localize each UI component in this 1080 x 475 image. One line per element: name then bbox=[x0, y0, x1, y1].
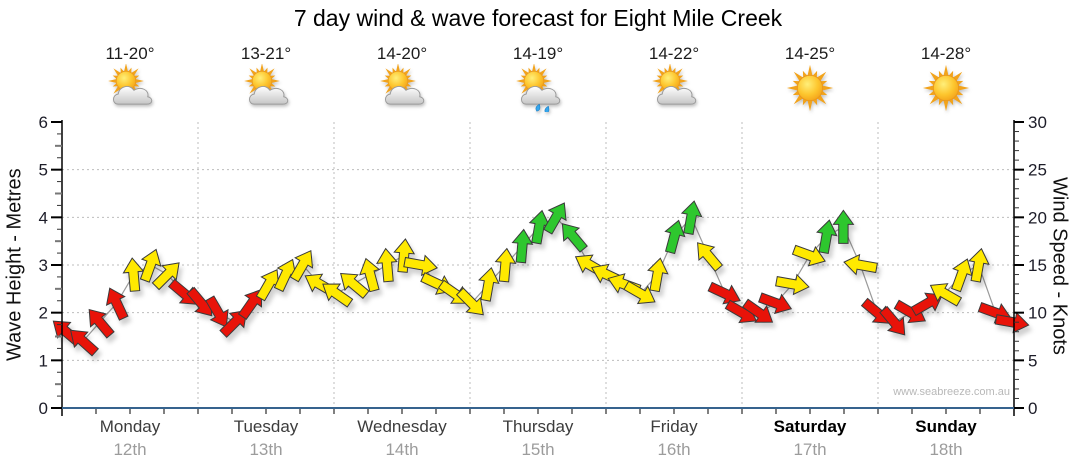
wind-arrow bbox=[843, 253, 878, 276]
day-label: Monday bbox=[99, 417, 161, 436]
wind-arrow bbox=[664, 219, 686, 255]
wind-arrow bbox=[879, 305, 906, 336]
wind-arrow bbox=[237, 288, 263, 321]
day-temp-range: 14-25° bbox=[784, 44, 836, 63]
wind-arrow bbox=[543, 202, 567, 235]
wind-arrow bbox=[393, 238, 416, 273]
wind-arrow bbox=[623, 280, 656, 305]
day-temp-range: 14-28° bbox=[920, 44, 972, 63]
right-tick-label: 10 bbox=[1028, 304, 1047, 323]
wind-arrow bbox=[860, 297, 891, 324]
partly-cloudy-icon bbox=[106, 63, 154, 112]
date-label: 13th bbox=[249, 440, 283, 459]
wind-arrow bbox=[478, 266, 500, 302]
wind-arrow bbox=[455, 287, 484, 316]
wind-arrow bbox=[968, 247, 990, 283]
wind-arrow bbox=[88, 308, 115, 339]
wind-arrow bbox=[775, 273, 810, 296]
wind-arrow bbox=[69, 329, 100, 357]
wind-arrow bbox=[697, 242, 724, 272]
day-temp-range: 13-21° bbox=[240, 44, 292, 63]
left-tick-label: 4 bbox=[39, 208, 48, 227]
wind-arrow bbox=[322, 283, 354, 308]
right-tick-label: 0 bbox=[1028, 399, 1037, 418]
day-temp-range: 11-20° bbox=[105, 44, 155, 63]
wind-arrow bbox=[359, 257, 381, 293]
date-label: 15th bbox=[521, 440, 555, 459]
wind-arrow bbox=[219, 309, 248, 338]
wind-arrow bbox=[403, 254, 438, 277]
date-label: 12th bbox=[113, 440, 147, 459]
watermark-text: www.seabreeze.com.au bbox=[893, 386, 1010, 398]
day-label: Wednesday bbox=[357, 417, 447, 436]
right-axis-title: Wind Speed - Knots bbox=[1048, 177, 1071, 355]
partly-cloudy-icon bbox=[242, 63, 290, 112]
date-label: 14th bbox=[385, 440, 419, 459]
wind-arrow bbox=[741, 298, 774, 323]
wind-arrow bbox=[758, 292, 793, 315]
day-temp-range: 14-20° bbox=[376, 44, 428, 63]
wind-arrow bbox=[122, 257, 145, 292]
right-tick-label: 30 bbox=[1028, 113, 1047, 132]
wind-arrow bbox=[647, 257, 669, 293]
partly-cloudy-icon bbox=[650, 63, 698, 112]
left-tick-label: 5 bbox=[39, 161, 48, 180]
wind-arrow bbox=[105, 287, 129, 321]
wind-arrow bbox=[139, 248, 162, 283]
date-label: 17th bbox=[793, 440, 827, 459]
wind-arrow bbox=[561, 223, 588, 253]
right-tick-label: 20 bbox=[1028, 208, 1047, 227]
wind-arrow bbox=[375, 247, 398, 283]
day-label: Tuesday bbox=[233, 417, 299, 436]
wind-arrow bbox=[910, 292, 943, 317]
day-temp-range: 14-19° bbox=[512, 44, 564, 63]
day-label: Thursday bbox=[502, 417, 574, 436]
right-tick-label: 5 bbox=[1028, 351, 1037, 370]
wind-arrow bbox=[929, 283, 963, 307]
wind-arrow bbox=[680, 200, 703, 235]
wind-arrow bbox=[950, 258, 973, 293]
wind-arrow bbox=[167, 278, 198, 305]
wind-arrow bbox=[289, 249, 314, 283]
left-tick-label: 2 bbox=[39, 304, 48, 323]
wind-arrow bbox=[340, 272, 370, 299]
wind-arrow bbox=[511, 228, 534, 264]
day-label: Sunday bbox=[915, 417, 977, 436]
wind-arrow bbox=[791, 244, 826, 267]
right-tick-label: 25 bbox=[1028, 161, 1047, 180]
partly-cloudy-icon bbox=[378, 63, 426, 112]
wind-arrow bbox=[494, 247, 517, 283]
wind-arrow bbox=[707, 281, 741, 305]
showers-icon bbox=[514, 63, 562, 114]
right-tick-label: 15 bbox=[1028, 256, 1047, 275]
wind-arrow bbox=[151, 262, 180, 291]
date-label: 16th bbox=[657, 440, 691, 459]
sunny-icon bbox=[786, 64, 834, 112]
left-tick-label: 3 bbox=[39, 256, 48, 275]
left-tick-label: 0 bbox=[39, 399, 48, 418]
day-label: Saturday bbox=[773, 417, 847, 436]
wind-arrow-series bbox=[52, 200, 1030, 357]
chart-title: 7 day wind & wave forecast for Eight Mil… bbox=[293, 5, 783, 31]
wind-arrow bbox=[832, 209, 855, 244]
sunny-icon bbox=[922, 64, 970, 112]
wind-arrow bbox=[205, 295, 229, 328]
day-temp-range: 14-22° bbox=[648, 44, 700, 63]
wind-arrow bbox=[816, 219, 838, 255]
date-label: 18th bbox=[929, 440, 963, 459]
left-tick-label: 1 bbox=[39, 351, 48, 370]
left-tick-label: 6 bbox=[39, 113, 48, 132]
day-label: Friday bbox=[650, 417, 698, 436]
